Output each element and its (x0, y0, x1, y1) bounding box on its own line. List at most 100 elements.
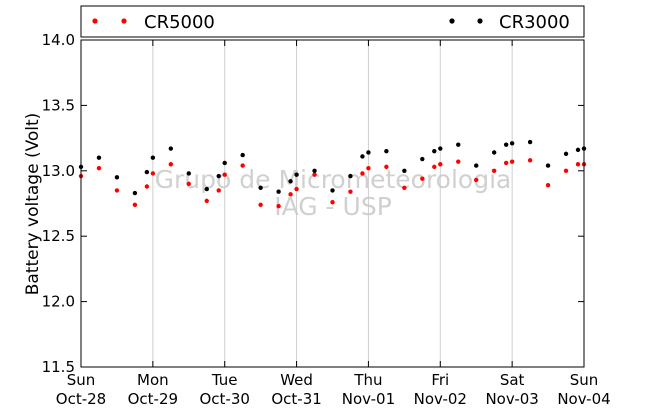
data-point (258, 185, 263, 190)
plot-frame (80, 39, 585, 368)
data-point (474, 177, 479, 183)
data-point (575, 147, 581, 153)
x-tick-label-day: Thu (353, 371, 382, 389)
data-point (216, 173, 221, 179)
data-point (144, 169, 150, 175)
data-point (384, 148, 389, 154)
x-tick-label-day: Fri (431, 371, 449, 389)
data-point (330, 188, 335, 193)
data-point (545, 163, 551, 168)
data-point (258, 202, 263, 208)
legend-marker-cr5000 (92, 18, 98, 24)
axis-layer: SunOct-28MonOct-29TueOct-30WedOct-31ThuN… (42, 31, 611, 408)
data-point (144, 184, 150, 189)
data-point (474, 163, 479, 168)
data-point (186, 181, 191, 187)
data-point (276, 203, 281, 209)
data-point (527, 139, 533, 145)
data-point (432, 148, 437, 154)
data-point (545, 182, 551, 188)
series-cr3000 (78, 139, 587, 196)
x-tick-label-day: Mon (137, 371, 169, 389)
data-point (312, 168, 317, 173)
data-point (240, 163, 245, 168)
data-point (132, 190, 138, 196)
data-point (114, 175, 120, 180)
series-cr5000 (78, 158, 587, 209)
x-tick-label-day: Sun (67, 371, 96, 389)
data-point (330, 199, 335, 205)
data-point (276, 189, 281, 194)
data-point (312, 172, 317, 177)
data-point (204, 186, 209, 192)
data-point (509, 159, 515, 164)
data-point (114, 188, 120, 193)
grid-layer (152, 40, 513, 367)
data-point (420, 156, 425, 162)
x-tick-label-day: Wed (280, 371, 313, 389)
series-layer (78, 139, 587, 209)
data-point (402, 185, 407, 190)
data-point (503, 142, 509, 147)
data-point (509, 141, 515, 146)
data-point (360, 154, 365, 159)
data-point (294, 172, 299, 177)
legend-marker-cr3000 (449, 18, 455, 24)
data-point (168, 146, 174, 151)
data-point (366, 165, 371, 171)
x-tick-label-date: Oct-28 (56, 390, 106, 408)
y-tick-label: 13.0 (42, 162, 75, 180)
data-point (150, 171, 156, 176)
data-point (491, 150, 497, 155)
data-point (456, 142, 461, 147)
data-point (503, 160, 509, 166)
data-point (96, 155, 102, 160)
data-point (222, 160, 227, 166)
data-point (438, 146, 443, 151)
data-point (402, 168, 407, 173)
x-tick-label-date: Oct-30 (199, 390, 249, 408)
data-point (288, 179, 293, 184)
y-tick-label: 12.0 (42, 293, 75, 311)
legend-marker-cr3000 (477, 18, 483, 24)
legend-label-cr5000: CR5000 (144, 12, 215, 33)
y-tick-label: 14.0 (42, 31, 75, 49)
data-point (360, 171, 365, 176)
x-tick-label-day: Sat (500, 371, 525, 389)
watermark: Grupo de Micrometeorologia IAG - USP (155, 165, 512, 221)
data-point (348, 189, 353, 194)
data-point (491, 168, 497, 173)
data-point (432, 164, 437, 170)
x-tick-label-date: Nov-03 (485, 390, 538, 408)
y-tick-label: 12.5 (42, 227, 75, 245)
data-point (96, 165, 102, 171)
legend-box (80, 5, 585, 38)
y-tick-label: 11.5 (42, 358, 75, 376)
legend-marker-cr5000 (121, 18, 127, 24)
x-tick-label-date: Nov-02 (414, 390, 467, 408)
x-tick-label-date: Oct-29 (128, 390, 178, 408)
data-point (294, 186, 299, 192)
data-point (527, 158, 533, 163)
data-point (216, 188, 221, 193)
x-tick-label-day: Sun (570, 371, 599, 389)
data-point (348, 173, 353, 179)
data-point (438, 162, 443, 167)
data-point (563, 151, 569, 156)
y-axis-label: Battery voltage (Volt) (23, 113, 43, 296)
data-point (240, 152, 245, 158)
x-tick-label-date: Nov-04 (557, 390, 610, 408)
data-point (204, 198, 209, 204)
watermark-line-2: IAG - USP (274, 192, 392, 221)
data-point (168, 162, 174, 167)
data-point (132, 202, 138, 208)
data-point (150, 155, 156, 160)
legend: CR5000 CR3000 (80, 5, 585, 38)
x-tick-label-date: Nov-01 (342, 390, 395, 408)
data-point (366, 150, 371, 155)
data-point (563, 168, 569, 173)
x-tick-label-date: Oct-31 (271, 390, 321, 408)
data-point (575, 162, 581, 167)
